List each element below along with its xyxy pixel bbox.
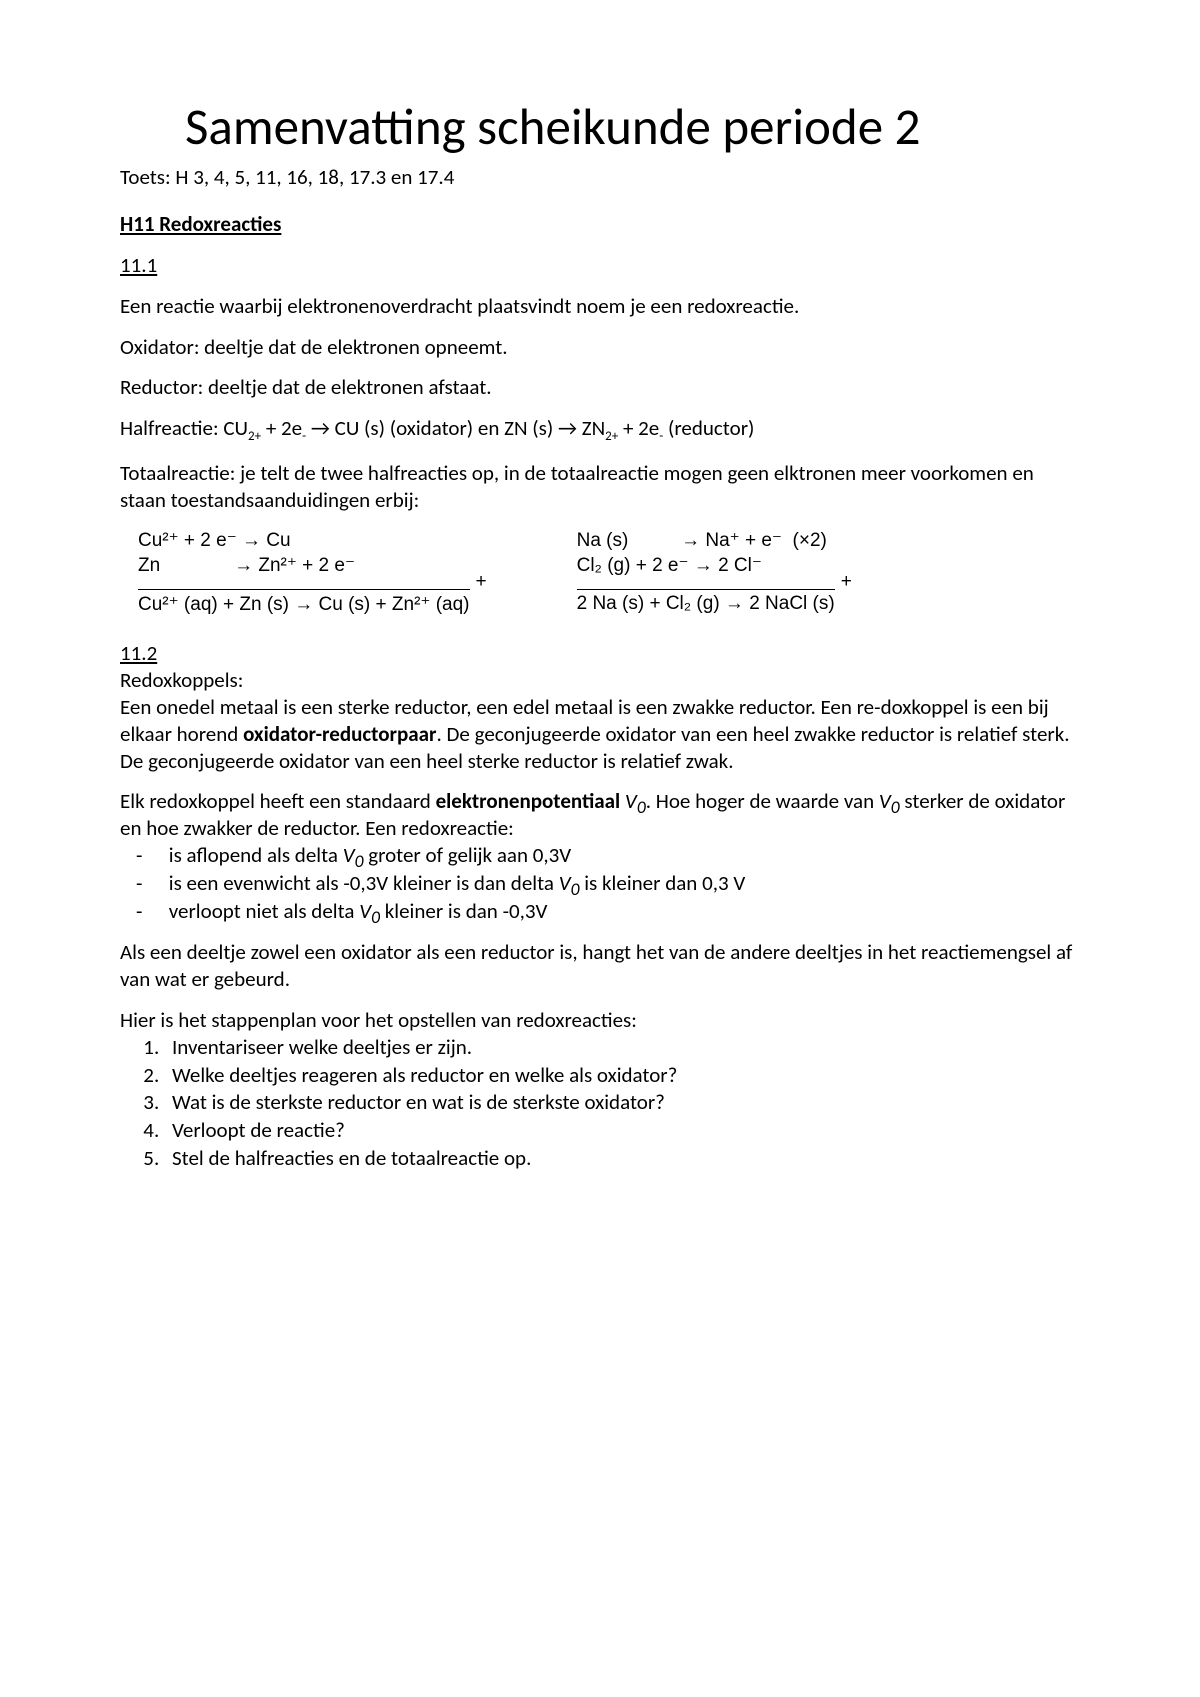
text: + 2e — [261, 415, 302, 441]
paragraph: Reductor: deeltje dat de elektronen afst… — [120, 374, 1080, 401]
text: is een evenwicht als -0,3V kleiner is da… — [169, 870, 559, 896]
text: is kleiner dan 0,3 V — [579, 870, 745, 896]
text: kleiner is dan -0,3V — [380, 898, 547, 924]
list-item: Inventariseer welke deeltjes er zijn. — [164, 1034, 1080, 1062]
list-item: Wat is de sterkste reductor en wat is de… — [164, 1089, 1080, 1117]
equation-column-right: Na (s) → Na⁺ + e⁻ (×2) Cl₂ (g) + 2 e⁻ → … — [577, 528, 852, 616]
equation-sum-row: 2 Na (s) + Cl₂ (g) → 2 NaCl (s) + — [577, 579, 852, 615]
text: → CU (s) (oxidator) en ZN (s) → ZN — [306, 415, 605, 441]
text: . Hoe hoger de waarde van — [646, 788, 879, 814]
subsection-11-1: 11.1 — [120, 252, 1080, 279]
list-item: verloopt niet als delta V0 kleiner is da… — [164, 898, 1080, 926]
list-item: Stel de halfreacties en de totaalreactie… — [164, 1145, 1080, 1173]
text: Halfreactie: CU — [120, 415, 248, 441]
text-bold: elektronenpotentiaal — [436, 788, 621, 814]
text-italic: V — [879, 788, 891, 814]
text: Elk redoxkoppel heeft een standaard — [120, 788, 436, 814]
paragraph: Oxidator: deeltje dat de elektronen opne… — [120, 334, 1080, 361]
subscript: 0 — [891, 797, 900, 819]
equation-sum-row: Cu²⁺ (aq) + Zn (s) → Cu (s) + Zn²⁺ (aq) … — [138, 579, 487, 616]
text: verloopt niet als delta — [169, 898, 359, 924]
section-heading-h11: H11 Redoxreacties — [120, 211, 1080, 238]
subscript: 2+ — [248, 429, 261, 444]
equation-block: Cu²⁺ + 2 e⁻ → Cu Zn → Zn²⁺ + 2 e⁻ Cu²⁺ (… — [138, 528, 1080, 616]
equation-line: Cl₂ (g) + 2 e⁻ → 2 Cl⁻ — [577, 553, 852, 579]
equation-line: Na (s) → Na⁺ + e⁻ (×2) — [577, 528, 852, 554]
paragraph-halfreaction: Halfreactie: CU2+ + 2e- → CU (s) (oxidat… — [120, 415, 1080, 446]
text-italic: V — [559, 870, 571, 896]
subtitle: Toets: H 3, 4, 5, 11, 16, 18, 17.3 en 17… — [120, 164, 1080, 191]
numbered-list: Inventariseer welke deeltjes er zijn. We… — [120, 1034, 1080, 1173]
equation-column-left: Cu²⁺ + 2 e⁻ → Cu Zn → Zn²⁺ + 2 e⁻ Cu²⁺ (… — [138, 528, 487, 616]
equation-sum: Cu²⁺ (aq) + Zn (s) → Cu (s) + Zn²⁺ (aq) — [138, 593, 470, 616]
subscript: 0 — [637, 797, 646, 819]
text: (reductor) — [663, 415, 754, 441]
text-italic: V — [359, 898, 371, 924]
equation-line: Cu²⁺ + 2 e⁻ → Cu — [138, 528, 487, 554]
paragraph: Elk redoxkoppel heeft een standaard elek… — [120, 788, 1080, 842]
paragraph: Hier is het stappenplan voor het opstell… — [120, 1007, 1080, 1034]
equation-rule — [577, 589, 835, 590]
text: is aflopend als delta — [169, 842, 343, 868]
equation-line: Zn → Zn²⁺ + 2 e⁻ — [138, 553, 487, 579]
page-title: Samenvatting scheikunde periode 2 — [120, 95, 1080, 158]
text-italic: V — [343, 842, 355, 868]
list-item: Verloopt de reactie? — [164, 1117, 1080, 1145]
bullet-list: is aflopend als delta V0 groter of gelij… — [120, 842, 1080, 925]
equation-sum: 2 Na (s) + Cl₂ (g) → 2 NaCl (s) — [577, 593, 835, 615]
list-item: is een evenwicht als -0,3V kleiner is da… — [164, 870, 1080, 898]
paragraph: Als een deeltje zowel een oxidator als e… — [120, 939, 1080, 993]
text: groter of gelijk aan 0,3V — [363, 842, 571, 868]
list-item: Welke deeltjes reageren als reductor en … — [164, 1062, 1080, 1090]
label: Redoxkoppels: — [120, 667, 1080, 694]
list-item: is aflopend als delta V0 groter of gelij… — [164, 842, 1080, 870]
text: + 2e — [618, 415, 659, 441]
subscript: 0 — [371, 906, 380, 928]
paragraph: Een reactie waarbij elektronenoverdracht… — [120, 293, 1080, 320]
equation-rule — [138, 589, 470, 590]
paragraph: Een onedel metaal is een sterke reductor… — [120, 694, 1080, 775]
subsection-11-2: 11.2 — [120, 640, 1080, 667]
text-italic: V — [625, 788, 637, 814]
plus-icon: + — [841, 571, 852, 593]
paragraph: Totaalreactie: je telt de twee halfreact… — [120, 460, 1080, 514]
subscript: 2+ — [605, 429, 618, 444]
text-bold: oxidator-reductorpaar — [243, 721, 436, 747]
plus-icon: + — [476, 571, 487, 593]
document-page: Samenvatting scheikunde periode 2 Toets:… — [0, 0, 1200, 1287]
